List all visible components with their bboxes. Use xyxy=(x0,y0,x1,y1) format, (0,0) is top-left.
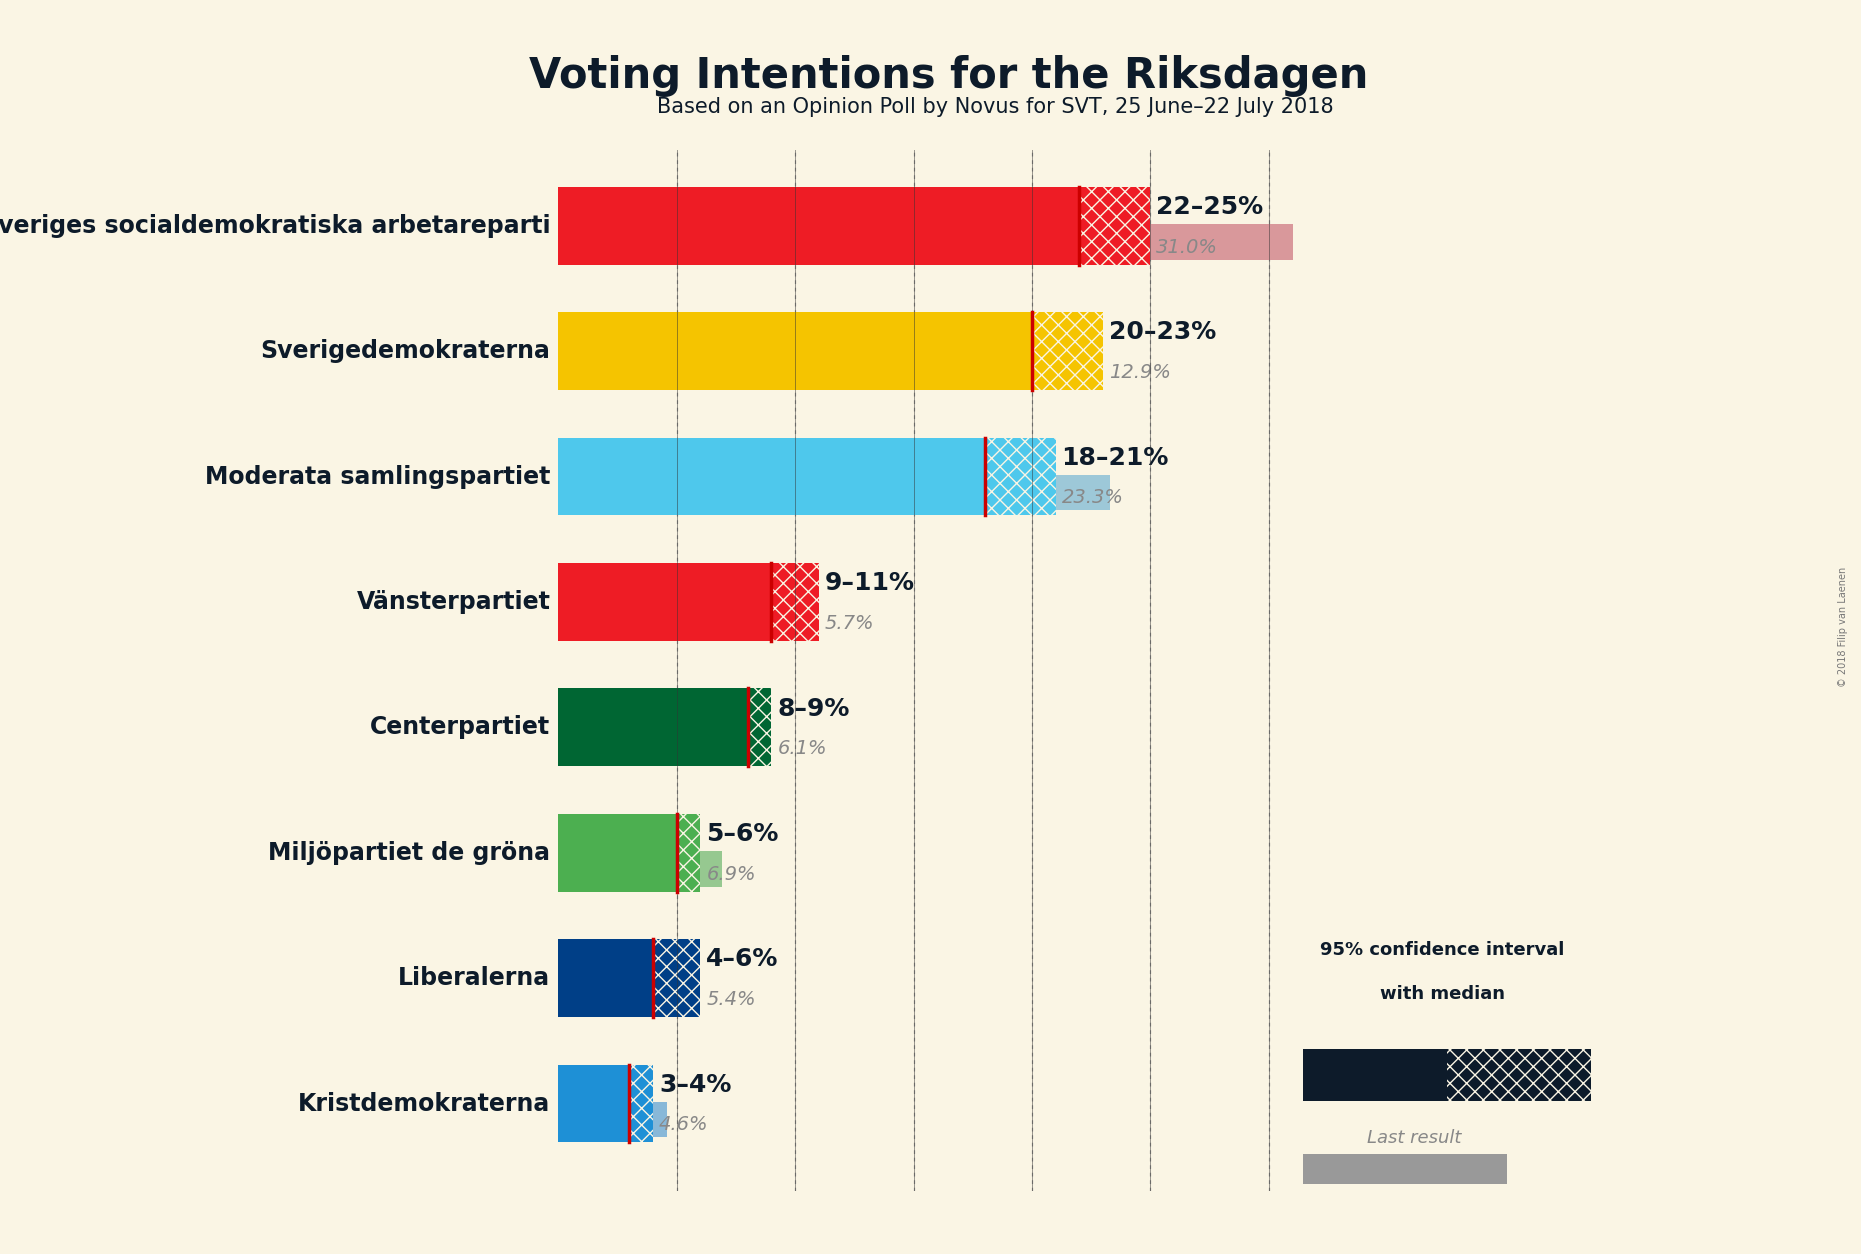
Bar xyxy=(558,726,703,761)
Bar xyxy=(629,1065,653,1142)
Text: 8–9%: 8–9% xyxy=(778,696,850,721)
Bar xyxy=(558,563,772,641)
Bar xyxy=(558,939,653,1017)
Bar xyxy=(677,814,700,892)
Text: © 2018 Filip van Laenen: © 2018 Filip van Laenen xyxy=(1839,567,1848,687)
Text: Vänsterpartiet: Vänsterpartiet xyxy=(357,589,551,614)
Text: 4.6%: 4.6% xyxy=(659,1115,709,1135)
Bar xyxy=(748,688,772,766)
Bar xyxy=(558,814,677,892)
Text: Sveriges socialdemokratiska arbetareparti: Sveriges socialdemokratiska arbetarepart… xyxy=(0,213,551,238)
Text: Miljöpartiet de gröna: Miljöpartiet de gröna xyxy=(268,840,551,865)
Text: Based on an Opinion Poll by Novus for SVT, 25 June–22 July 2018: Based on an Opinion Poll by Novus for SV… xyxy=(657,97,1334,117)
Text: 20–23%: 20–23% xyxy=(1109,320,1217,345)
Bar xyxy=(1303,1050,1448,1101)
Text: 5–6%: 5–6% xyxy=(707,821,778,846)
Text: 12.9%: 12.9% xyxy=(1109,362,1171,382)
Bar xyxy=(558,601,694,636)
Text: 18–21%: 18–21% xyxy=(1061,445,1169,470)
Bar xyxy=(558,851,722,887)
Bar xyxy=(558,1065,629,1142)
Bar xyxy=(984,438,1055,515)
Bar xyxy=(1079,187,1150,265)
Title: Voting Intentions for the Riksdagen: Voting Intentions for the Riksdagen xyxy=(529,55,1370,97)
Text: Centerpartiet: Centerpartiet xyxy=(370,715,551,740)
Bar xyxy=(772,563,819,641)
Bar xyxy=(558,350,864,385)
Text: 6.1%: 6.1% xyxy=(778,739,826,759)
Text: Liberalerna: Liberalerna xyxy=(398,966,551,991)
Text: Last result: Last result xyxy=(1368,1130,1461,1147)
Text: 3–4%: 3–4% xyxy=(659,1072,731,1097)
Text: 6.9%: 6.9% xyxy=(707,864,756,884)
Text: 5.7%: 5.7% xyxy=(824,613,875,633)
Bar xyxy=(558,224,1293,260)
Bar xyxy=(653,939,700,1017)
Text: 5.4%: 5.4% xyxy=(707,989,756,1009)
Text: with median: with median xyxy=(1379,986,1506,1003)
Text: 9–11%: 9–11% xyxy=(824,571,916,596)
Bar xyxy=(558,187,1079,265)
Text: 4–6%: 4–6% xyxy=(707,947,778,972)
Bar xyxy=(558,312,1033,390)
Text: 31.0%: 31.0% xyxy=(1156,237,1219,257)
Text: Sverigedemokraterna: Sverigedemokraterna xyxy=(261,339,551,364)
Bar xyxy=(558,977,687,1012)
Text: 23.3%: 23.3% xyxy=(1061,488,1124,508)
Text: 22–25%: 22–25% xyxy=(1156,194,1264,219)
Bar xyxy=(1448,1050,1591,1101)
Bar xyxy=(1303,1154,1507,1184)
Bar xyxy=(558,475,1111,510)
Bar xyxy=(558,1102,668,1137)
Bar xyxy=(558,438,984,515)
Bar xyxy=(558,688,748,766)
Bar xyxy=(1033,312,1104,390)
Text: Moderata samlingspartiet: Moderata samlingspartiet xyxy=(205,464,551,489)
Text: Kristdemokraterna: Kristdemokraterna xyxy=(298,1091,551,1116)
Text: 95% confidence interval: 95% confidence interval xyxy=(1319,942,1565,959)
